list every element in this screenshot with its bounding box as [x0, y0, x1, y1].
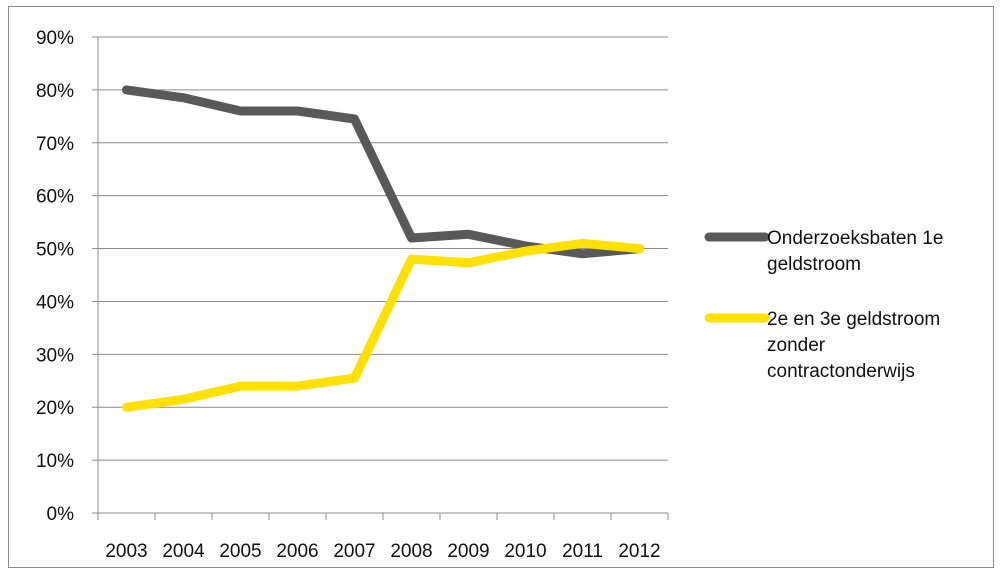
- y-tick-label: 60%: [36, 187, 74, 208]
- y-tick-label: 30%: [36, 345, 74, 366]
- legend-label-1: Onderzoeksbaten 1e geldstroom: [767, 228, 943, 275]
- x-tick-label: 2012: [618, 541, 660, 562]
- y-tick-label: 70%: [36, 134, 74, 155]
- x-tick-label: 2008: [390, 541, 432, 562]
- x-tick-label: 2006: [276, 541, 318, 562]
- y-tick-labels: 0% 10% 20% 30% 40% 50% 60% 70% 80% 90%: [36, 28, 74, 525]
- y-tick-label: 20%: [36, 398, 74, 419]
- y-tick-label: 10%: [36, 451, 74, 472]
- x-tick-label: 2011: [562, 541, 603, 562]
- y-tick-label: 90%: [36, 28, 74, 49]
- gridlines: [98, 36, 668, 461]
- x-tick-label: 2007: [333, 541, 375, 562]
- x-tick-label: 2009: [447, 541, 489, 562]
- x-tick-label: 2004: [162, 541, 205, 562]
- legend: Onderzoeksbaten 1e geldstroom 2e en 3e gel…: [704, 228, 943, 382]
- axes: [92, 36, 669, 520]
- series-line-1: [122, 85, 644, 259]
- y-tick-label: 0%: [47, 504, 75, 525]
- y-tick-label: 80%: [36, 81, 74, 102]
- x-tick-label: 2010: [504, 541, 546, 562]
- legend-label-2: 2e en 3e geldstroom zonder contractonderwi…: [767, 309, 940, 382]
- x-tick-label: 2005: [219, 541, 261, 562]
- x-tick-labels: 2003 2004 2005 2006 2007 2008 2009 2010 2011 2012: [105, 541, 660, 562]
- series-line-2: [122, 238, 644, 412]
- x-tick-label: 2003: [105, 541, 147, 562]
- y-tick-label: 40%: [36, 292, 74, 313]
- y-tick-label: 50%: [36, 240, 74, 261]
- series-lines: [122, 85, 644, 412]
